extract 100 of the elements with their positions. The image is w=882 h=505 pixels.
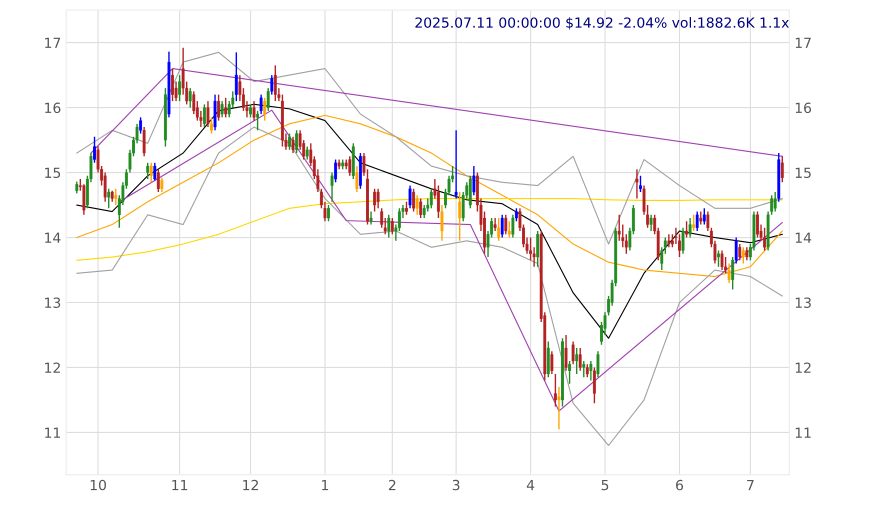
candlestick [156, 168, 160, 193]
candlestick [745, 246, 748, 261]
candlestick [685, 220, 688, 238]
x-tick-label: 3 [452, 480, 460, 490]
x-tick-label: 10 [90, 480, 106, 490]
x-tick-label: 6 [676, 480, 684, 490]
candlestick [650, 214, 653, 232]
candlestick [288, 132, 291, 150]
candlestick [742, 246, 745, 264]
candlestick [110, 190, 114, 202]
candlestick [142, 126, 146, 157]
y2-tick-label: 14 [796, 232, 812, 243]
candlestick [220, 100, 224, 118]
y-tick-label: 14 [45, 232, 61, 243]
candlestick [639, 175, 642, 193]
candlestick [390, 217, 394, 235]
y2-tick-label: 12 [796, 362, 811, 373]
line-series [118, 110, 783, 412]
candlestick [114, 188, 118, 206]
line-series [76, 126, 783, 446]
candlestick [589, 360, 592, 382]
candlestick [454, 130, 458, 200]
candlestick [511, 214, 514, 238]
candlestick [774, 191, 777, 212]
candlestick [720, 250, 724, 271]
candlestick [146, 162, 150, 180]
candlestick [93, 136, 96, 164]
candlestick [266, 87, 270, 112]
y-tick-label: 13 [45, 297, 60, 308]
candlestick [224, 97, 228, 118]
candlestick [756, 210, 759, 238]
candlestick [341, 158, 344, 170]
candlestick [692, 214, 696, 232]
candlestick [419, 198, 422, 219]
candlestick [370, 210, 372, 226]
candlestick [554, 373, 557, 408]
candlestick [334, 158, 338, 183]
candlestick [256, 110, 260, 132]
candlestick [171, 68, 174, 102]
y2-tick-label: 13 [796, 297, 811, 308]
candlestick [780, 156, 784, 183]
candlestick [514, 208, 518, 222]
candlestick [150, 162, 153, 183]
candlestick [178, 74, 182, 102]
candlestick [699, 210, 702, 226]
candlestick [338, 158, 341, 170]
candlestick [412, 188, 416, 212]
candlestick [217, 94, 220, 122]
candlestick [376, 188, 380, 209]
candlestick [696, 210, 699, 232]
y-tick-label: 15 [45, 168, 60, 178]
candlestick [596, 350, 600, 378]
y-tick-label: 12 [45, 362, 60, 373]
candlestick [306, 146, 309, 160]
y2-tick-label: 16 [796, 102, 812, 114]
candlestick [348, 156, 352, 176]
candlestick [274, 64, 277, 102]
y2-tick-label: 15 [796, 168, 811, 178]
candlestick [635, 168, 638, 200]
candlestick [252, 100, 256, 122]
candlestick [430, 188, 433, 209]
candlestick [327, 204, 330, 222]
candlestick [405, 201, 408, 216]
candlestick [206, 100, 210, 128]
candlestick [667, 234, 670, 248]
candlestick [270, 74, 274, 96]
candlestick [330, 172, 334, 202]
x-tick-label: 12 [243, 480, 258, 490]
candlestick [731, 256, 734, 290]
candlestick [497, 217, 500, 242]
candlestick [763, 227, 766, 252]
candlestick [408, 184, 412, 209]
x-tick-label: 4 [526, 480, 534, 490]
candlestick [373, 188, 376, 212]
candlestick [682, 227, 684, 254]
candlestick [416, 194, 419, 216]
candlestick [295, 130, 298, 154]
candlestick [249, 104, 252, 118]
candlestick [508, 220, 511, 238]
candlestick [458, 191, 462, 242]
x-tick-label: 5 [602, 480, 608, 490]
candlestick [263, 97, 266, 122]
candlestick [578, 347, 582, 372]
y2-tick-label: 17 [796, 38, 811, 48]
candlestick [688, 217, 692, 238]
candlestick [575, 347, 578, 375]
y-tick-label: 17 [45, 38, 60, 48]
candlestick [582, 360, 586, 378]
candlestick [550, 350, 554, 375]
candlestick [440, 204, 444, 242]
x-tick-label: 7 [747, 480, 754, 490]
candlestick [472, 165, 476, 196]
candlestick [717, 250, 720, 268]
candlestick [355, 165, 358, 193]
candlestick [202, 104, 206, 128]
candlestick [153, 162, 156, 182]
candlestick [504, 214, 508, 235]
candlestick [260, 94, 263, 115]
line-series [76, 114, 783, 278]
candlestick [572, 340, 575, 365]
